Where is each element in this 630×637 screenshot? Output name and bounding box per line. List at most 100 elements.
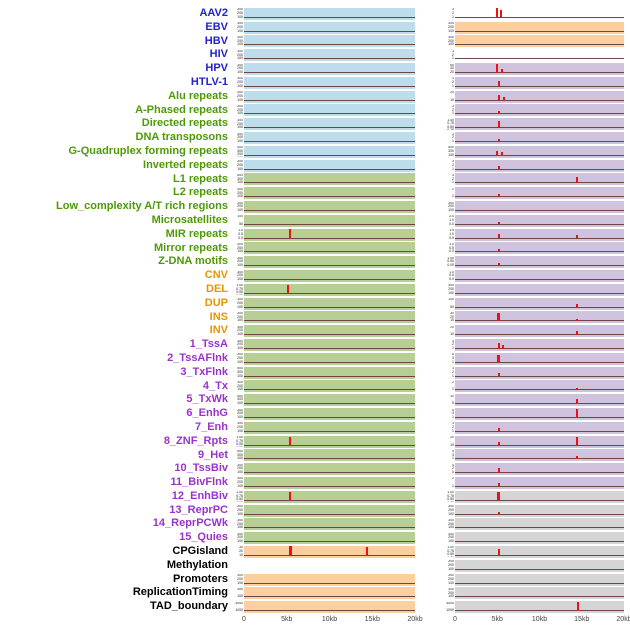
track-row: ReplicationTiming 300 100 300 200 100 (0, 586, 630, 600)
signal-baseline (244, 251, 415, 253)
y-axis-ticks: 300 200 100 (232, 409, 244, 420)
y-tick-label: 1 (452, 83, 454, 88)
y-tick-label: 200 (237, 425, 243, 430)
y-axis-ticks: 300 200 100 (232, 353, 244, 364)
y-tick-label: 300 (237, 311, 243, 315)
row-label: CNV (204, 269, 228, 282)
y-tick-label: 3 (452, 356, 454, 361)
plot-cell (455, 311, 624, 324)
signal-spike (497, 468, 500, 473)
x-tick-label: 0 (242, 616, 246, 624)
y-tick-label: 300 (237, 8, 243, 12)
y-tick-label: 300 (237, 242, 243, 246)
signal-spike (575, 331, 578, 335)
y-axis-ticks: 300 200 100 (232, 574, 244, 585)
plot-cell (244, 270, 415, 283)
track-row: Microsatellites 100 50 2.0 1.0 0.0 (0, 214, 630, 228)
y-tick-label: 3 (452, 422, 454, 426)
y-tick-label: 0.5 (449, 245, 454, 250)
signal-baseline (455, 389, 624, 391)
row-label: L2 repeats (172, 186, 228, 199)
track-row: L1 repeats 500 300 100 3 2 1 (0, 173, 630, 187)
y-tick-label: 2 (452, 107, 454, 112)
y-tick-label: 100 (237, 470, 243, 475)
track-row: 5_TxWk 500 300 100 10 5 (0, 393, 630, 407)
y-tick-label: 200 (237, 314, 243, 319)
y-tick-label: 100 (448, 511, 454, 516)
y-tick-label: 300 (448, 35, 454, 39)
y-tick-label: 100 (448, 208, 454, 213)
y-tick-label: 100 (237, 70, 243, 75)
y-tick-label: 5 (452, 353, 454, 357)
y-tick-label: 0.75 (447, 121, 454, 126)
signal-spike (496, 8, 499, 18)
track-row: 10_TssBiv 300 200 100 4 2 0 (0, 462, 630, 476)
y-tick-label: 100 (448, 152, 454, 157)
y-tick-label: 100 (237, 215, 243, 219)
signal-baseline (455, 58, 624, 60)
track-panel-left (244, 449, 415, 462)
track-panel-left (244, 63, 415, 76)
signal-spike (502, 345, 505, 349)
y-tick-label: 100 (448, 42, 454, 47)
track-panel-left (244, 270, 415, 283)
signal-baseline (455, 16, 624, 18)
track-panel-right (455, 145, 624, 158)
row-label: Alu repeats (168, 89, 228, 102)
plot-cell (455, 421, 624, 434)
y-tick-label: 200 (237, 152, 243, 157)
y-tick-label: 300 (237, 91, 243, 95)
signal-baseline (455, 196, 624, 198)
track-panel-left (244, 325, 415, 338)
y-tick-label: 100 (237, 332, 243, 337)
y-tick-label: 200 (237, 383, 243, 388)
track-panel-left (244, 545, 415, 558)
track-panel-right (455, 201, 624, 214)
signal-baseline (455, 113, 624, 115)
y-tick-label: 100 (237, 277, 243, 282)
signal-spike (289, 492, 292, 501)
y-tick-label: 100 (448, 594, 454, 599)
y-tick-label: 20 (450, 436, 454, 440)
plot-cell (244, 63, 415, 76)
y-tick-label: 0.75 (236, 493, 243, 498)
plot-cell (244, 214, 415, 227)
signal-baseline (455, 265, 624, 267)
plot-cell (455, 214, 624, 227)
signal-baseline (244, 223, 415, 225)
track-row: Methylation 300 200 100 (0, 559, 630, 573)
track-panel-left (244, 173, 415, 186)
y-tick-label: 0.75 (236, 438, 243, 443)
y-tick-label: 100 (237, 125, 243, 130)
track-row: G-Quadruplex forming repeats400300200100… (0, 145, 630, 159)
y-tick-label: 20 (450, 314, 454, 319)
plot-cell (455, 601, 624, 614)
y-tick-label: 200 (237, 38, 243, 43)
y-tick-label: 300 (237, 380, 243, 384)
y-axis-ticks: 300 200 100 (232, 91, 244, 102)
signal-baseline (455, 541, 624, 543)
plot-cell (244, 504, 415, 517)
y-tick-label: 200 (237, 121, 243, 126)
y-tick-label: 1 (452, 373, 454, 378)
row-label: Promoters (172, 572, 228, 585)
y-tick-label: 300 (237, 518, 243, 522)
y-tick-label: 2 (452, 11, 454, 16)
signal-spike (497, 222, 500, 225)
track-panel-left (244, 573, 415, 586)
track-rows-container: AAV2 300 200 100 3 2 1 EBV 300 200 100 300 200 100 HBV… (0, 7, 630, 614)
y-axis-ticks: 300 200 100 (415, 22, 455, 33)
plot-cell (244, 49, 415, 62)
row-label: CPGisland (172, 545, 228, 558)
plot-cell (455, 339, 624, 352)
signal-spike (575, 177, 578, 183)
y-tick-label: 200 (448, 576, 454, 581)
y-tick-label: 300 (448, 574, 454, 578)
track-panel-left (244, 256, 415, 269)
signal-baseline (244, 472, 415, 474)
y-tick-label: 3000 (235, 601, 243, 605)
